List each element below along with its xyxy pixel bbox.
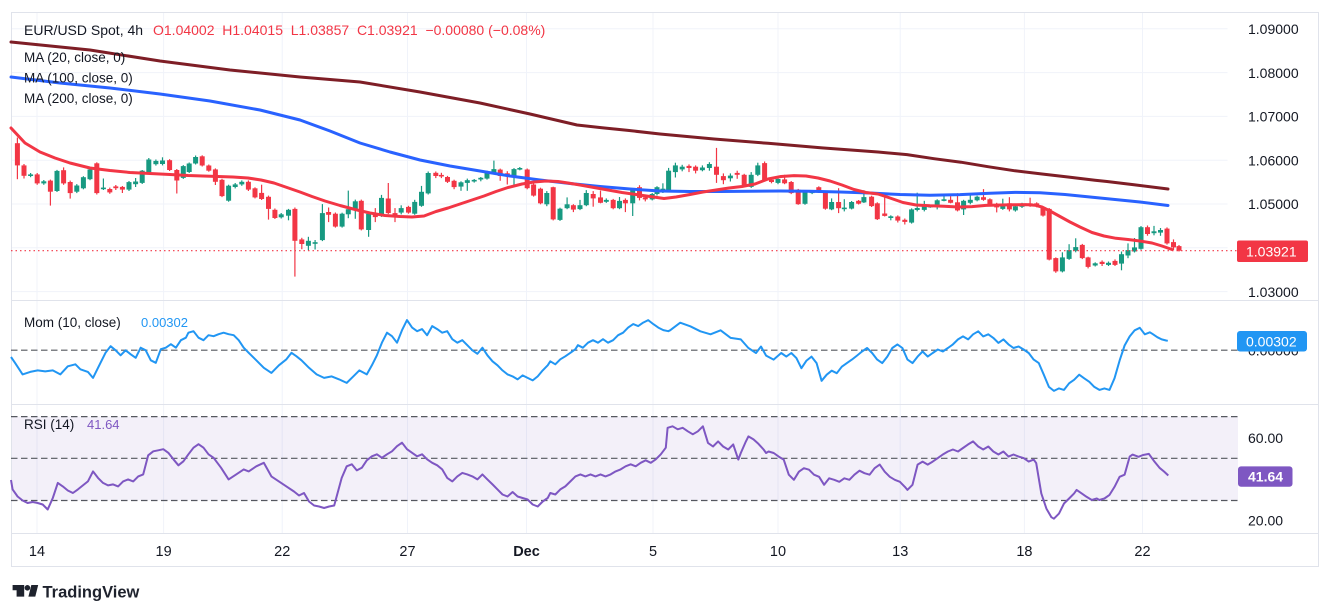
svg-text:14: 14: [29, 544, 45, 560]
svg-text:1.05000: 1.05000: [1248, 196, 1299, 212]
svg-text:20.00: 20.00: [1248, 512, 1283, 528]
svg-text:TradingView: TradingView: [43, 584, 140, 602]
svg-text:19: 19: [156, 544, 172, 560]
svg-text:1.03000: 1.03000: [1248, 284, 1299, 300]
svg-text:27: 27: [399, 544, 415, 560]
svg-text:MA (100, close, 0): MA (100, close, 0): [24, 71, 133, 86]
svg-text:22: 22: [1134, 544, 1150, 560]
svg-text:1.03921: 1.03921: [1246, 244, 1297, 260]
svg-text:41.64: 41.64: [87, 417, 120, 432]
svg-text:RSI (14): RSI (14): [24, 417, 74, 432]
svg-text:MA (200, close, 0): MA (200, close, 0): [24, 91, 133, 106]
svg-text:1.08000: 1.08000: [1248, 65, 1299, 81]
svg-text:Mom (10, close): Mom (10, close): [24, 315, 121, 330]
svg-text:60.00: 60.00: [1248, 430, 1283, 446]
svg-text:0.00302: 0.00302: [141, 315, 188, 330]
svg-text:MA (20, close, 0): MA (20, close, 0): [24, 50, 125, 65]
svg-text:22: 22: [274, 544, 290, 560]
svg-text:10: 10: [770, 544, 786, 560]
svg-text:Dec: Dec: [513, 544, 540, 560]
svg-text:EUR/USD Spot, 4h: EUR/USD Spot, 4h: [24, 22, 143, 38]
svg-text:41.64: 41.64: [1248, 469, 1283, 485]
svg-text:1.06000: 1.06000: [1248, 152, 1299, 168]
svg-text:0.00302: 0.00302: [1246, 334, 1297, 350]
svg-text:5: 5: [649, 544, 657, 560]
svg-text:1.07000: 1.07000: [1248, 109, 1299, 125]
svg-text:13: 13: [892, 544, 908, 560]
svg-text:O1.04002 H1.04015 L1.03857: O1.04002 H1.04015 L1.03857 C1.03921 −0.0…: [153, 22, 545, 38]
svg-text:18: 18: [1016, 544, 1032, 560]
svg-text:1.09000: 1.09000: [1248, 21, 1299, 37]
